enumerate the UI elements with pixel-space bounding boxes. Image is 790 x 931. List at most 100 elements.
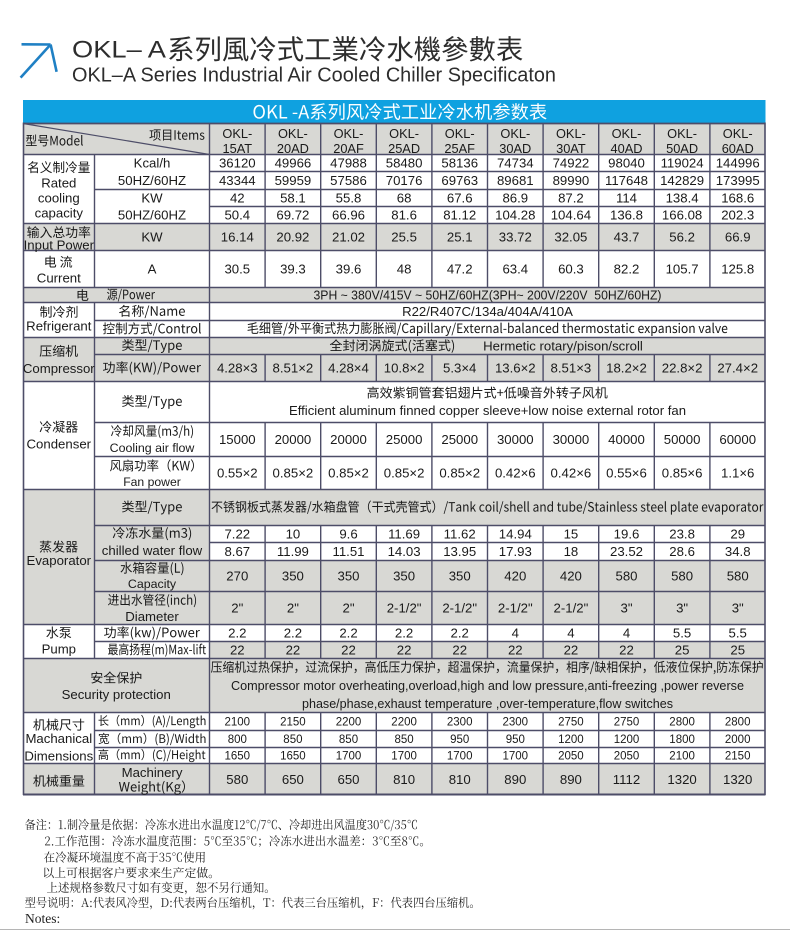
svg-text:1320: 1320 xyxy=(723,772,752,787)
svg-text:30AD: 30AD xyxy=(499,141,531,156)
svg-text:4: 4 xyxy=(512,626,519,641)
svg-text:81.12: 81.12 xyxy=(443,208,476,223)
svg-text:60AD: 60AD xyxy=(722,141,754,156)
svg-text:8.51×3: 8.51×3 xyxy=(551,361,592,376)
svg-text:Kcal/h: Kcal/h xyxy=(134,156,171,171)
svg-text:48: 48 xyxy=(397,262,412,277)
svg-text:22: 22 xyxy=(619,643,634,658)
svg-text:23.8: 23.8 xyxy=(669,527,695,542)
svg-text:650: 650 xyxy=(337,772,359,787)
svg-text:8.67: 8.67 xyxy=(224,544,250,559)
svg-text:OKL-: OKL- xyxy=(500,126,530,141)
svg-text:OKL-: OKL- xyxy=(222,126,252,141)
svg-text:18: 18 xyxy=(564,544,579,559)
svg-text:25000: 25000 xyxy=(386,432,423,447)
svg-text:Capacity: Capacity xyxy=(128,577,177,591)
svg-text:Fan power: Fan power xyxy=(123,475,181,489)
svg-text:125.8: 125.8 xyxy=(721,262,754,277)
svg-text:70176: 70176 xyxy=(386,173,423,188)
svg-text:27.4×2: 27.4×2 xyxy=(717,361,758,376)
svg-text:20AD: 20AD xyxy=(277,141,309,156)
svg-text:Refrigerant: Refrigerant xyxy=(26,319,92,334)
svg-text:15AT: 15AT xyxy=(222,141,252,156)
svg-text:67.6: 67.6 xyxy=(447,191,473,206)
svg-text:25AD: 25AD xyxy=(388,141,420,156)
svg-text:890: 890 xyxy=(560,772,582,787)
svg-text:21.02: 21.02 xyxy=(332,230,365,245)
svg-text:580: 580 xyxy=(727,569,749,584)
svg-text:66.96: 66.96 xyxy=(332,208,365,223)
svg-text:5.5: 5.5 xyxy=(729,626,747,641)
svg-text:23.52: 23.52 xyxy=(610,544,643,559)
svg-text:58136: 58136 xyxy=(441,156,478,171)
svg-text:270: 270 xyxy=(226,569,248,584)
svg-text:1700: 1700 xyxy=(391,751,417,763)
svg-text:2300: 2300 xyxy=(447,717,473,729)
svg-text:2.2: 2.2 xyxy=(395,626,413,641)
svg-text:20000: 20000 xyxy=(275,432,312,447)
svg-text:50.4: 50.4 xyxy=(224,208,250,223)
svg-text:22: 22 xyxy=(230,643,245,658)
svg-text:30000: 30000 xyxy=(553,432,590,447)
svg-text:25000: 25000 xyxy=(441,432,478,447)
svg-text:1320: 1320 xyxy=(667,772,696,787)
svg-text:350: 350 xyxy=(282,569,304,584)
svg-text:114: 114 xyxy=(616,191,637,206)
svg-text:580: 580 xyxy=(671,569,693,584)
svg-text:0.85×2: 0.85×2 xyxy=(384,466,425,481)
svg-text:Machinery: Machinery xyxy=(122,765,183,780)
svg-text:20000: 20000 xyxy=(330,432,367,447)
svg-text:2100: 2100 xyxy=(225,717,251,729)
svg-text:2.2: 2.2 xyxy=(228,626,246,641)
svg-text:810: 810 xyxy=(393,772,415,787)
svg-text:OKL-: OKL- xyxy=(389,126,419,141)
svg-text:2300: 2300 xyxy=(503,717,529,729)
svg-text:11.69: 11.69 xyxy=(388,527,420,542)
svg-text:Compressor: Compressor xyxy=(23,361,95,376)
svg-text:Input Power: Input Power xyxy=(24,238,95,253)
svg-text:950: 950 xyxy=(506,734,525,746)
svg-text:0.42×6: 0.42×6 xyxy=(495,466,536,481)
svg-text:22.8×2: 22.8×2 xyxy=(662,361,703,376)
svg-text:59959: 59959 xyxy=(275,173,312,188)
svg-text:2000: 2000 xyxy=(725,734,751,746)
svg-text:25: 25 xyxy=(675,643,690,658)
svg-text:1200: 1200 xyxy=(558,734,584,746)
svg-text:2100: 2100 xyxy=(669,751,695,763)
svg-text:18.2×2: 18.2×2 xyxy=(606,361,647,376)
svg-text:30000: 30000 xyxy=(497,432,534,447)
svg-text:144996: 144996 xyxy=(716,156,760,171)
svg-text:202.3: 202.3 xyxy=(721,208,754,223)
svg-text:650: 650 xyxy=(282,772,304,787)
svg-text:2050: 2050 xyxy=(614,751,640,763)
svg-text:1112: 1112 xyxy=(613,772,640,787)
svg-text:81.6: 81.6 xyxy=(391,208,417,223)
svg-text:4: 4 xyxy=(623,626,630,641)
svg-text:7.22: 7.22 xyxy=(224,527,250,542)
svg-text:OKL-: OKL- xyxy=(556,126,586,141)
svg-text:74734: 74734 xyxy=(497,156,534,171)
svg-text:OKL–A Series Industrial Air Co: OKL–A Series Industrial Air Cooled Chill… xyxy=(72,64,556,87)
svg-text:KW: KW xyxy=(141,191,163,206)
svg-text:1650: 1650 xyxy=(280,751,306,763)
svg-text:Rated: Rated xyxy=(41,176,76,191)
svg-text:16.14: 16.14 xyxy=(221,230,254,245)
svg-text:47988: 47988 xyxy=(330,156,367,171)
svg-text:29: 29 xyxy=(730,527,745,542)
svg-text:42: 42 xyxy=(230,191,245,206)
svg-text:4.28×4: 4.28×4 xyxy=(328,361,369,376)
svg-text:40AD: 40AD xyxy=(610,141,642,156)
svg-text:OKL-: OKL- xyxy=(445,126,475,141)
svg-text:420: 420 xyxy=(504,569,526,584)
svg-text:2800: 2800 xyxy=(725,717,751,729)
svg-text:KW: KW xyxy=(141,230,163,245)
svg-text:3": 3" xyxy=(676,601,688,616)
svg-text:60000: 60000 xyxy=(719,432,756,447)
svg-text:2": 2" xyxy=(287,601,299,616)
svg-text:2.2: 2.2 xyxy=(284,626,302,641)
svg-text:117648: 117648 xyxy=(605,173,648,188)
svg-text:0.85×2: 0.85×2 xyxy=(328,466,369,481)
svg-text:OKL-: OKL- xyxy=(334,126,364,141)
svg-text:14.03: 14.03 xyxy=(388,544,421,559)
svg-text:2.2: 2.2 xyxy=(339,626,357,641)
